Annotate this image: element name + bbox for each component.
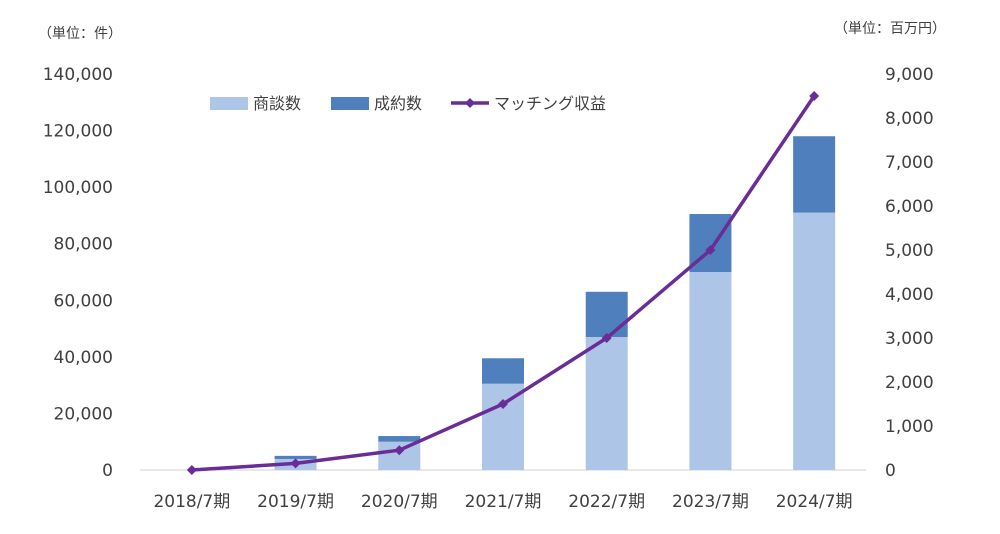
revenue-point	[186, 465, 197, 475]
legend-swatch-seiyaku	[331, 97, 369, 110]
legend-label-seiyaku: 成約数	[374, 94, 422, 113]
legend-label-revenue: マッチング収益	[494, 94, 606, 113]
bar-seiyaku	[585, 291, 628, 338]
left-axis-tick-label: 140,000	[43, 65, 113, 85]
bar-shodan	[793, 212, 836, 470]
legend-label-shodan: 商談数	[253, 94, 301, 113]
left-axis-tick-label: 40,000	[54, 348, 113, 368]
revenue-point	[394, 445, 405, 456]
x-axis-tick-label: 2022/7期	[568, 492, 645, 512]
right-axis-tick-label: 8,000	[885, 109, 934, 129]
left-axis-unit-label: （単位：件）	[38, 26, 122, 42]
left-axis-ticks: 0 20,000 40,000 60,000 80,000 100,000 120,000 1…	[43, 65, 113, 481]
x-axis-tick-label: 2020/7期	[361, 492, 438, 512]
bar-shodan	[482, 383, 524, 470]
bar-shodan	[585, 337, 628, 470]
x-axis-ticks: 2018/7期 2019/7期 2020/7期 2021/7期 2022/7期 2023/…	[153, 492, 852, 512]
line-series	[186, 91, 820, 475]
x-axis-tick-label: 2018/7期	[153, 492, 230, 512]
left-axis-tick-label: 100,000	[43, 178, 113, 198]
right-axis-tick-label: 0	[885, 461, 896, 481]
left-axis-tick-label: 60,000	[54, 291, 113, 311]
x-axis-tick-label: 2019/7期	[257, 492, 334, 512]
bar-series	[274, 136, 836, 470]
right-axis-tick-label: 4,000	[885, 285, 934, 305]
revenue-point	[809, 91, 820, 101]
right-axis-tick-label: 9,000	[885, 65, 934, 85]
left-axis-tick-label: 20,000	[54, 404, 113, 424]
x-axis-tick-label: 2021/7期	[465, 492, 542, 512]
legend: 商談数 成約数 マッチング収益	[210, 94, 606, 113]
bar-seiyaku	[482, 358, 524, 384]
right-axis-unit-label: （単位：百万円）	[834, 21, 946, 37]
legend-swatch-revenue-marker	[465, 98, 475, 108]
legend-swatch-shodan	[210, 97, 248, 110]
right-axis-tick-label: 3,000	[885, 329, 934, 349]
bar-seiyaku	[378, 436, 421, 442]
left-axis-tick-label: 0	[102, 461, 113, 481]
right-axis-tick-label: 1,000	[885, 417, 934, 437]
revenue-point	[705, 245, 716, 255]
x-axis-tick-label: 2024/7期	[776, 492, 853, 512]
revenue-point	[290, 458, 301, 469]
right-axis-tick-label: 7,000	[885, 153, 934, 173]
right-axis-tick-label: 5,000	[885, 241, 934, 261]
bar-shodan	[689, 272, 732, 470]
bar-seiyaku	[274, 455, 317, 459]
revenue-point	[498, 399, 508, 409]
right-axis-ticks: 0 1,000 2,000 3,000 4,000 5,000 6,000 7,000 8,00…	[885, 65, 934, 481]
left-axis-tick-label: 120,000	[43, 122, 113, 142]
right-axis-tick-label: 2,000	[885, 373, 934, 393]
x-axis-tick-label: 2023/7期	[672, 492, 749, 512]
right-axis-tick-label: 6,000	[885, 197, 934, 217]
left-axis-tick-label: 80,000	[54, 235, 113, 255]
bar-seiyaku	[793, 136, 836, 213]
revenue-point	[601, 333, 612, 343]
